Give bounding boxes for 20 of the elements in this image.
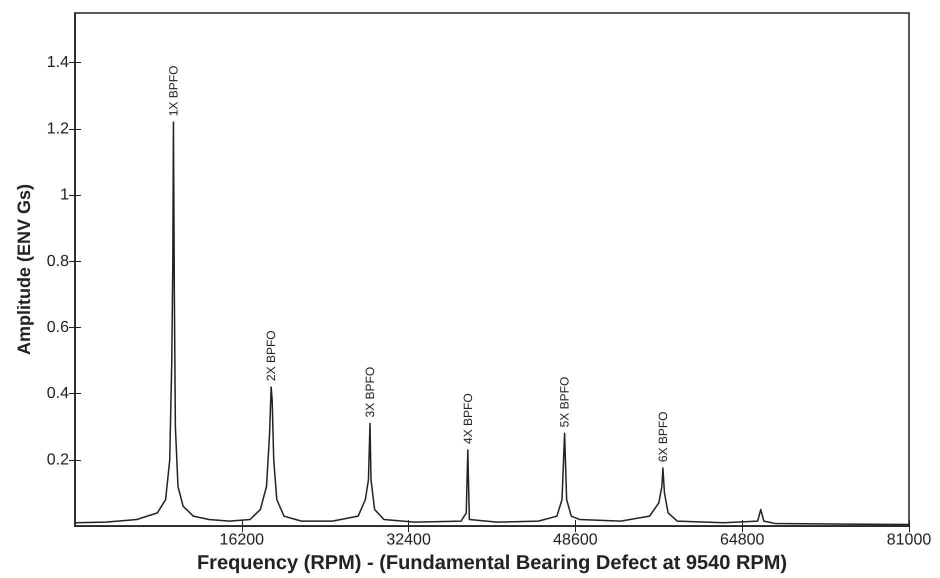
x-tick-label: 64800	[720, 532, 765, 549]
y-tick-label: 1	[60, 186, 70, 204]
y-tick-label: 0.6	[46, 318, 70, 336]
x-axis-title: Frequency (RPM) - (Fundamental Bearing Defect at 9540 RPM)	[196, 552, 788, 574]
annotation: 5X BPFO	[558, 376, 572, 428]
y-tick-label: 1.2	[46, 120, 70, 138]
x-tick-label: 16200	[220, 532, 264, 549]
annotation: 6X BPFO	[656, 411, 670, 462]
x-tick-label: 81000	[886, 532, 932, 549]
y-axis-title: Amplitude (ENV Gs)	[14, 184, 34, 356]
x-tick-label: 48600	[553, 532, 598, 549]
annotation: 3X BPFO	[362, 366, 377, 418]
y-tick-label: 0.4	[46, 385, 70, 402]
y-tick-label: 0.2	[46, 451, 70, 468]
y-tick-label: 1.4	[46, 54, 70, 72]
y-tick-label: 0.8	[46, 252, 70, 270]
annotation: 4X BPFO	[460, 393, 475, 444]
x-tick-label: 32400	[386, 532, 431, 549]
annotation: 1X BPFO	[166, 66, 180, 116]
annotation: 2X BPFO	[264, 330, 278, 382]
